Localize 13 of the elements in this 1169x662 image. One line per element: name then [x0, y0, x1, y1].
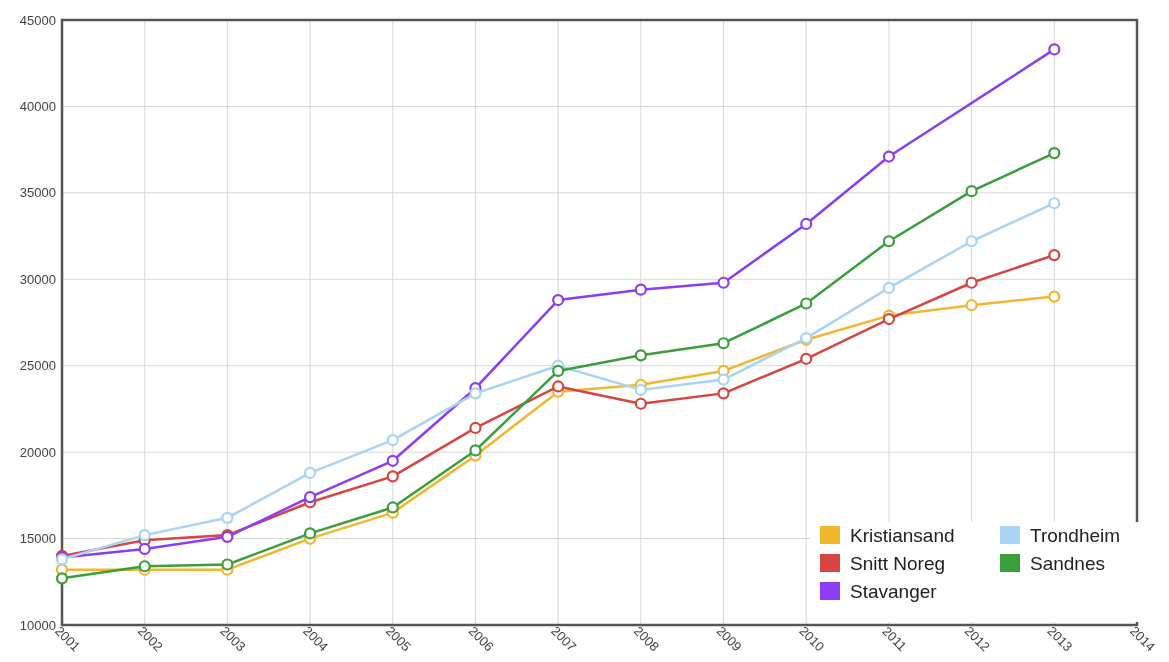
y-tick-label: 45000 — [19, 12, 56, 28]
legend-label: Snitt Noreg — [850, 552, 946, 574]
legend-label: Kristiansand — [850, 524, 955, 546]
y-tick-label: 40000 — [19, 98, 56, 114]
legend-label: Stavanger — [850, 580, 938, 602]
y-tick-label: 10000 — [19, 617, 56, 633]
legend-label: Sandnes — [1030, 552, 1106, 574]
y-tick-label: 30000 — [19, 271, 56, 287]
y-tick-label: 20000 — [19, 444, 56, 460]
y-tick-label: 25000 — [19, 358, 56, 374]
y-tick-label: 15000 — [19, 531, 56, 547]
y-tick-label: 35000 — [19, 185, 56, 201]
legend-label: Trondheim — [1030, 524, 1121, 546]
